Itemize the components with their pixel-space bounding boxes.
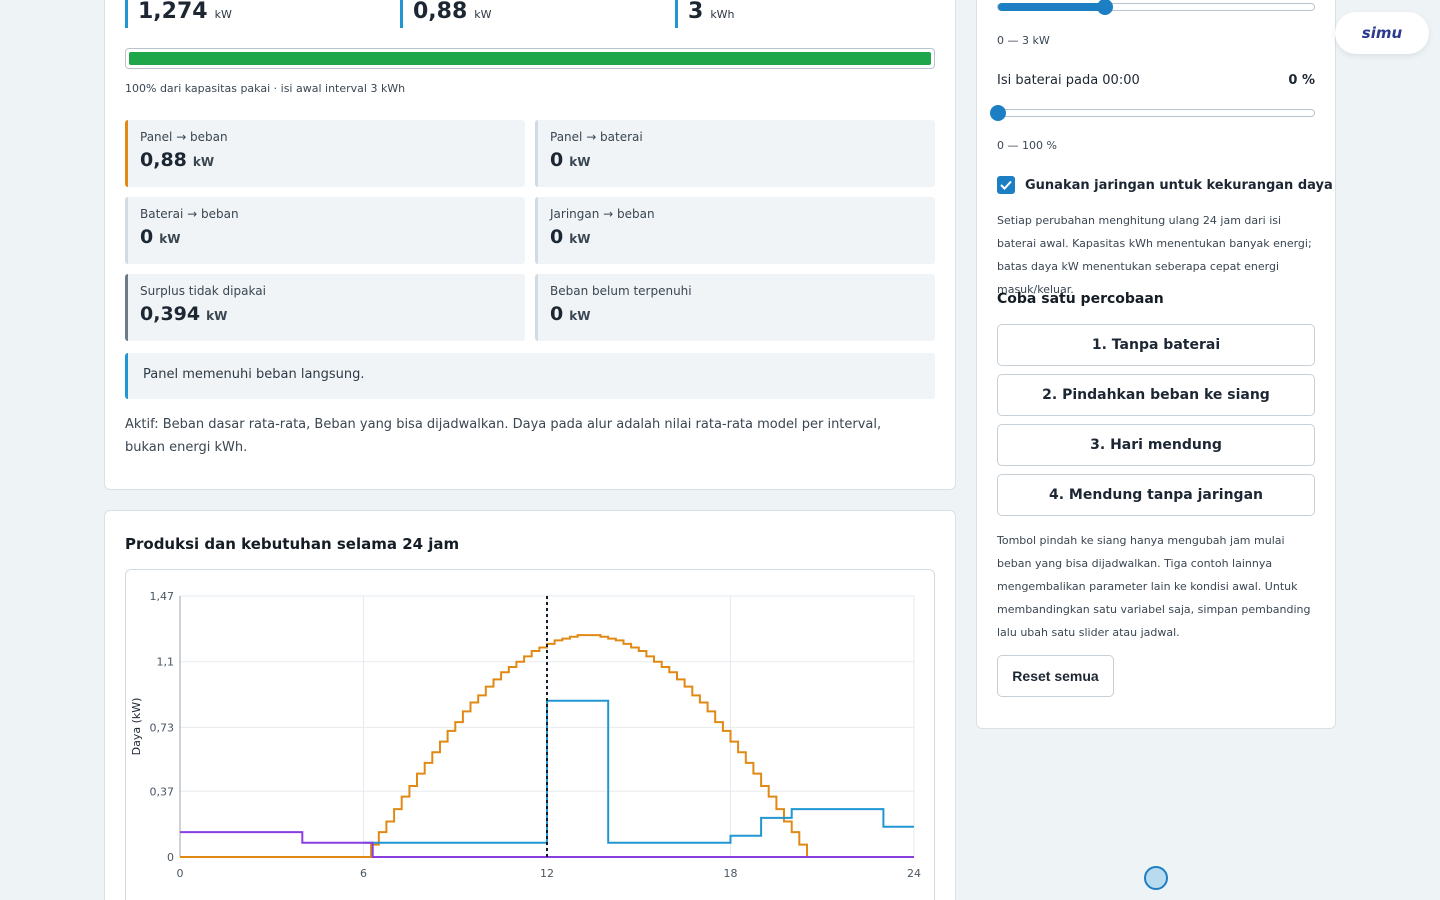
power-limit-range: 0 — 3 kW bbox=[997, 34, 1050, 47]
flow-value: 0 bbox=[140, 226, 154, 248]
experiment-cloudy-button[interactable]: 3. Hari mendung bbox=[997, 424, 1315, 466]
metric-load: 0,88 kW bbox=[400, 0, 492, 28]
flow-unit: kW bbox=[192, 155, 215, 169]
slider-thumb[interactable] bbox=[990, 105, 1006, 121]
x-tick-label: 18 bbox=[724, 867, 738, 880]
battery-progress-fill bbox=[129, 52, 931, 65]
active-description: Aktif: Beban dasar rata-rata, Beban yang… bbox=[125, 417, 882, 455]
chart-frame: 0 0,37 0,73 1,1 1,47 0 6 12 18 24 Daya (kW) bbox=[125, 569, 935, 900]
series-line-2 bbox=[180, 831, 914, 858]
metric-unit: kW bbox=[474, 8, 492, 21]
slider-thumb[interactable] bbox=[1097, 0, 1114, 15]
experiment-no-battery-button[interactable]: 1. Tanpa baterai bbox=[997, 324, 1315, 366]
chart-title: Produksi dan kebutuhan selama 24 jam bbox=[125, 535, 460, 553]
battery-progress-bar bbox=[125, 48, 935, 69]
flow-value: 0 bbox=[550, 226, 564, 248]
experiment-cloudy-no-grid-button[interactable]: 4. Mendung tanpa jaringan bbox=[997, 474, 1315, 516]
help-text: Setiap perubahan menghitung ulang 24 jam… bbox=[997, 214, 1312, 296]
flow-label: Beban belum terpenuhi bbox=[550, 284, 692, 298]
summary-card: 1,274 kW 0,88 kW 3 kWh 100% dari kapasit… bbox=[104, 0, 956, 490]
flow-battery-to-load: Baterai → beban 0 kW bbox=[125, 197, 525, 264]
series-line-1 bbox=[363, 699, 914, 844]
simu-logo[interactable]: simu bbox=[1335, 12, 1429, 54]
logo-text: simu bbox=[1361, 24, 1403, 42]
metric-value: 3 bbox=[688, 0, 704, 24]
metric-battery: 3 kWh bbox=[675, 0, 735, 28]
checkbox-checked-icon[interactable] bbox=[997, 176, 1015, 194]
cursor-indicator bbox=[1144, 866, 1168, 890]
flow-value: 0,394 bbox=[140, 303, 201, 325]
y-axis-label: Daya (kW) bbox=[130, 698, 143, 756]
metric-value: 1,274 bbox=[138, 0, 208, 24]
grid-checkbox-row[interactable]: Gunakan jaringan untuk kekurangan daya bbox=[997, 176, 1333, 194]
reset-all-button[interactable]: Reset semua bbox=[997, 655, 1114, 697]
battery-start-range: 0 — 100 % bbox=[997, 139, 1057, 152]
flow-unmet-load: Beban belum terpenuhi 0 kW bbox=[535, 274, 935, 341]
series-line-0 bbox=[180, 634, 914, 858]
flow-label: Panel → beban bbox=[140, 130, 228, 144]
flow-panel-to-load: Panel → beban 0,88 kW bbox=[125, 120, 525, 187]
slider-fill bbox=[998, 3, 1106, 11]
y-tick-label: 0,73 bbox=[150, 721, 175, 734]
flow-label: Baterai → beban bbox=[140, 207, 239, 221]
flow-panel-to-battery: Panel → baterai 0 kW bbox=[535, 120, 935, 187]
flow-unused-surplus: Surplus tidak dipakai 0,394 kW bbox=[125, 274, 525, 341]
x-tick-label: 6 bbox=[360, 867, 367, 880]
experiments-note: Tombol pindah ke siang hanya mengubah ja… bbox=[997, 534, 1311, 639]
metric-unit: kWh bbox=[710, 8, 735, 21]
flow-unit: kW bbox=[159, 232, 181, 246]
battery-progress-note: 100% dari kapasitas pakai · isi awal int… bbox=[125, 82, 406, 95]
chart-card: Produksi dan kebutuhan selama 24 jam 0 0,… bbox=[104, 510, 956, 900]
experiment-shift-load-button[interactable]: 2. Pindahkan beban ke siang bbox=[997, 374, 1315, 416]
x-tick-label: 12 bbox=[540, 867, 554, 880]
flow-label: Panel → baterai bbox=[550, 130, 643, 144]
flow-grid-to-load: Jaringan → beban 0 kW bbox=[535, 197, 935, 264]
y-tick-label: 1,1 bbox=[157, 656, 175, 669]
experiments-title: Coba satu percobaan bbox=[997, 291, 1164, 307]
flow-value: 0 bbox=[550, 149, 564, 171]
metric-unit: kW bbox=[214, 8, 232, 21]
x-tick-label: 24 bbox=[907, 867, 921, 880]
battery-start-slider[interactable] bbox=[990, 105, 1315, 121]
flow-unit: kW bbox=[569, 309, 591, 323]
battery-start-label: Isi baterai pada 00:00 bbox=[997, 73, 1140, 88]
metric-solar: 1,274 kW bbox=[125, 0, 232, 28]
flow-value: 0,88 bbox=[140, 149, 187, 171]
flow-unit: kW bbox=[569, 155, 591, 169]
battery-start-value: 0 % bbox=[1288, 73, 1315, 88]
flow-unit: kW bbox=[206, 309, 228, 323]
grid-checkbox-label[interactable]: Gunakan jaringan untuk kekurangan daya bbox=[1025, 177, 1333, 193]
battery-start-field: Isi baterai pada 00:00 0 % bbox=[997, 73, 1315, 88]
power-chart[interactable]: 0 0,37 0,73 1,1 1,47 0 6 12 18 24 Daya (kW) bbox=[126, 570, 935, 900]
power-limit-slider[interactable] bbox=[997, 0, 1315, 15]
metric-value: 0,88 bbox=[413, 0, 468, 24]
flow-unit: kW bbox=[569, 232, 591, 246]
status-note: Panel memenuhi beban langsung. bbox=[125, 353, 935, 399]
flow-label: Jaringan → beban bbox=[550, 207, 655, 221]
x-tick-label: 0 bbox=[177, 867, 184, 880]
y-tick-label: 0 bbox=[167, 851, 174, 864]
flow-value: 0 bbox=[550, 303, 564, 325]
flow-label: Surplus tidak dipakai bbox=[140, 284, 266, 298]
controls-panel: 0 — 3 kW Isi baterai pada 00:00 0 % 0 — … bbox=[976, 0, 1336, 729]
y-tick-label: 1,47 bbox=[150, 590, 175, 603]
y-tick-label: 0,37 bbox=[150, 785, 175, 798]
